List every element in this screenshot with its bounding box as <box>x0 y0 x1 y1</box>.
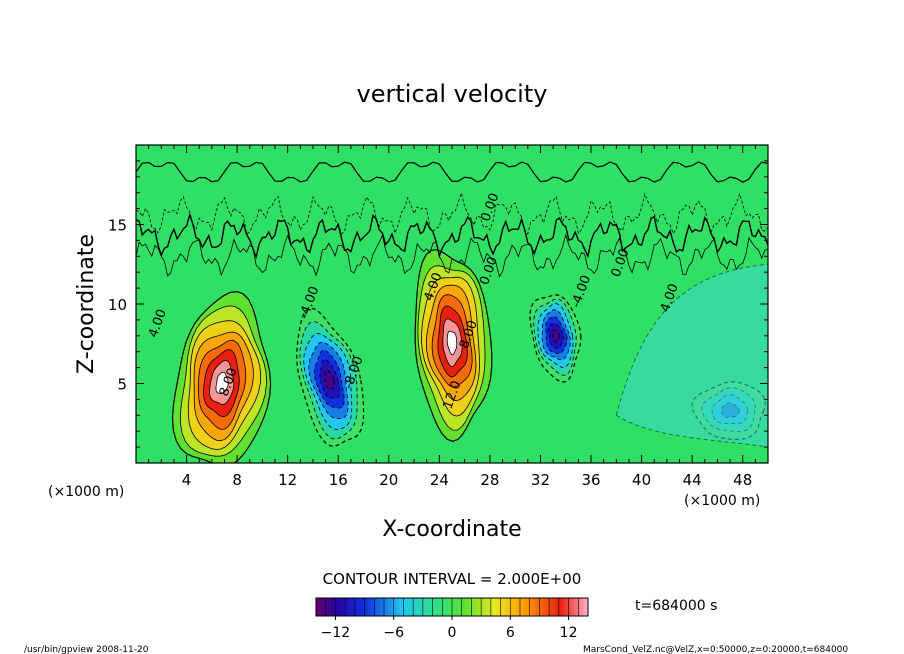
colorbar-tick-label: 12 <box>560 625 578 641</box>
contour-band <box>551 329 560 343</box>
y-tick-label: 5 <box>117 376 127 394</box>
x-tick-label: 40 <box>632 471 651 489</box>
contour-band <box>324 369 335 391</box>
y-axis-label: Z-coordinate <box>74 234 99 374</box>
turbulence-contours <box>136 161 768 448</box>
upper-layer-contour <box>136 191 768 235</box>
contour-band <box>446 330 458 356</box>
colorbar-tick-label: −12 <box>321 625 351 641</box>
x-tick-label: 20 <box>379 471 398 489</box>
x-unit-left: (×1000 m) <box>48 484 124 500</box>
footer-left: /usr/bin/gpview 2008-11-20 <box>24 645 149 654</box>
colorbar-ticks: −12 −6 0 6 12 <box>321 616 578 641</box>
footer-right: MarsCond_VelZ.nc@VelZ,x=0:50000,z=0:2000… <box>583 645 848 654</box>
upper-layer-contour <box>136 161 768 183</box>
x-tick-label: 16 <box>329 471 348 489</box>
colorbar-segments <box>315 598 579 616</box>
x-tick-label: 48 <box>733 471 752 489</box>
x-tick-label: 4 <box>182 471 192 489</box>
upper-layer-contour <box>136 233 768 278</box>
x-axis-label: X-coordinate <box>382 517 521 542</box>
x-unit-right: (×1000 m) <box>684 493 760 509</box>
velocity-cell <box>414 249 493 442</box>
chart-title: vertical velocity <box>357 80 548 108</box>
contour-interval: CONTOUR INTERVAL = 2.000E+00 <box>323 570 582 588</box>
x-tick-label: 36 <box>581 471 600 489</box>
velocity-field <box>171 249 767 463</box>
velocity-cell <box>296 307 365 447</box>
x-tick-label: 32 <box>531 471 550 489</box>
x-tick-label: 8 <box>232 471 242 489</box>
plot-area <box>136 145 768 463</box>
x-tick-label: 28 <box>480 471 499 489</box>
x-tick-label: 24 <box>430 471 449 489</box>
y-axis: 5 10 15 <box>108 160 768 448</box>
y-tick-label: 10 <box>108 296 127 314</box>
time-label: t=684000 s <box>635 598 717 614</box>
velocity-cell <box>171 290 272 463</box>
colorbar: −12 −6 0 6 12 <box>315 597 589 641</box>
x-axis: 4 8 12 16 20 24 28 32 36 40 44 48 <box>148 145 756 489</box>
colorbar-tick-label: 6 <box>506 625 515 641</box>
x-tick-label: 44 <box>683 471 702 489</box>
velocity-cell <box>529 294 582 383</box>
colorbar-tick-label: 0 <box>448 625 457 641</box>
upper-layer-contour <box>136 212 768 260</box>
colorbar-tick-label: −6 <box>383 625 404 641</box>
contour-band <box>215 371 229 395</box>
x-tick-label: 12 <box>278 471 297 489</box>
y-tick-label: 15 <box>108 217 127 235</box>
